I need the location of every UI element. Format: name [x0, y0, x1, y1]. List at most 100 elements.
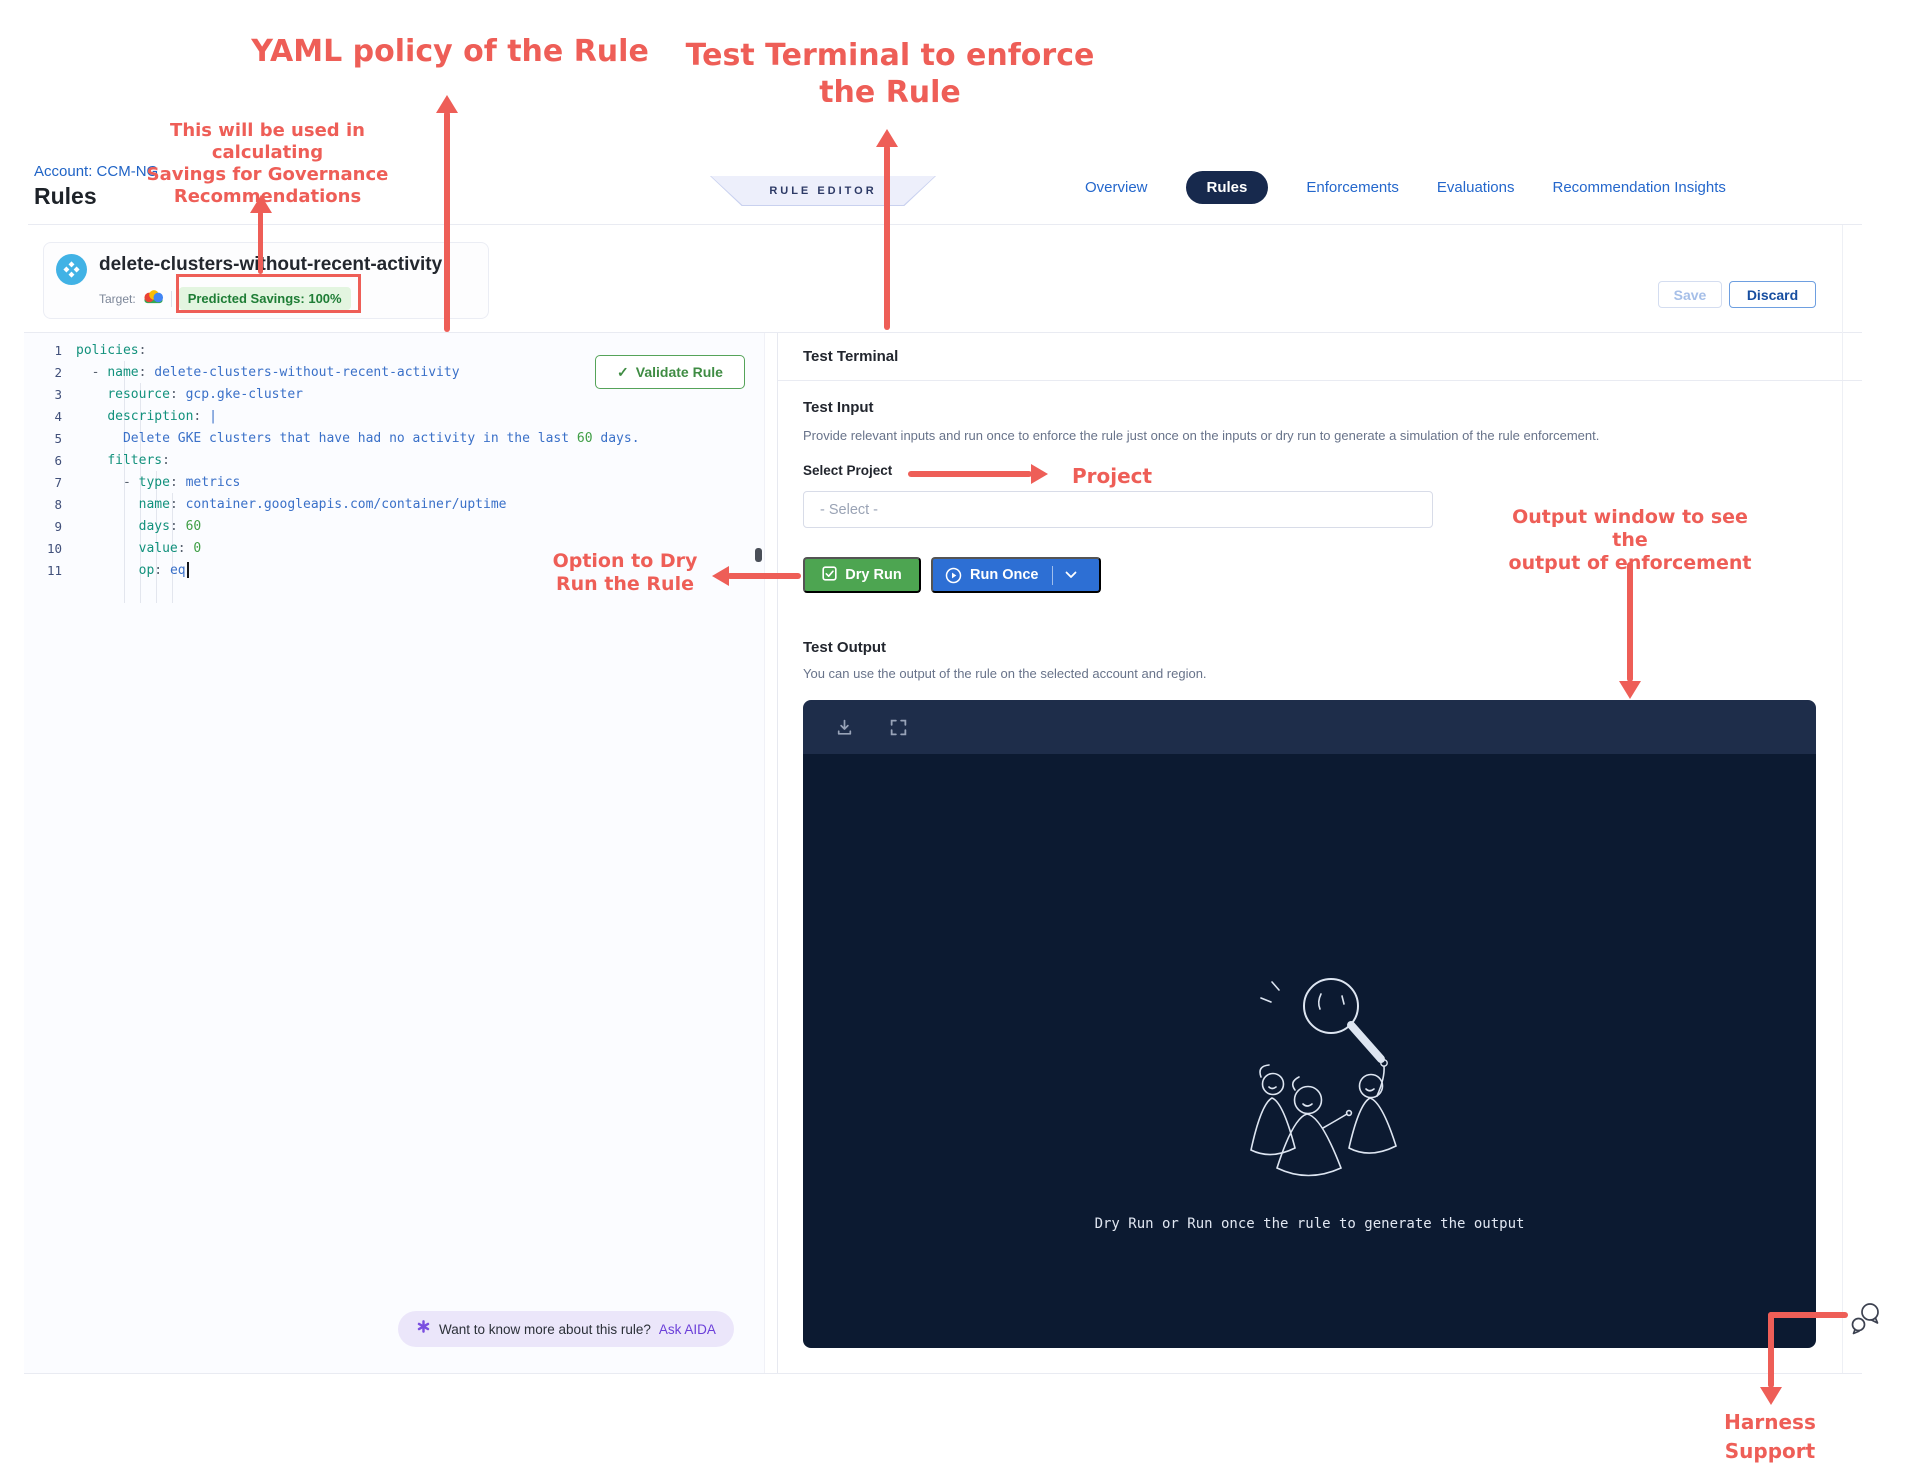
annotation-yaml-policy: YAML policy of the Rule: [251, 34, 649, 69]
indent-guide: [156, 471, 157, 603]
line-number: 1: [54, 342, 62, 358]
fullscreen-icon[interactable]: [885, 714, 911, 740]
savings-annotation-frame: [176, 274, 361, 313]
annotation-arrow: [444, 111, 450, 332]
validate-rule-label: Validate Rule: [635, 364, 723, 380]
code-line: 7 - type: metrics: [24, 471, 764, 493]
annotation-arrow: [258, 211, 263, 274]
annotation-project: Project: [1072, 464, 1153, 488]
test-output-title: Test Output: [803, 639, 887, 656]
yaml-editor[interactable]: 1 policies: 2 - name: delete-clusters-with…: [24, 333, 764, 1373]
project-select[interactable]: - Select -: [803, 491, 1433, 528]
code-area: 1 policies: 2 - name: delete-clusters-with…: [24, 339, 764, 581]
line-number: 5: [54, 430, 62, 446]
download-icon[interactable]: [831, 714, 857, 740]
indent-guide: [124, 361, 125, 603]
annotation-arrowhead: [1619, 681, 1641, 699]
test-terminal-divider: [778, 380, 1862, 381]
annotation-arrowhead: [1031, 464, 1048, 484]
code-line: 2 - name: delete-clusters-without-recent…: [24, 361, 764, 383]
run-once-button[interactable]: Run Once: [931, 557, 1101, 593]
content-bottom-divider: [24, 1373, 1862, 1374]
editor-scrollbar-thumb[interactable]: [755, 548, 762, 562]
panel-divider: [777, 333, 778, 1373]
search-illustration: [1211, 964, 1411, 1194]
annotation-arrow: [1768, 1312, 1848, 1318]
terminal-toolbar: [803, 700, 1816, 754]
test-input-description: Provide relevant inputs and run once to …: [803, 428, 1600, 443]
code-line: 8 name: container.googleapis.com/contain…: [24, 493, 764, 515]
annotation-arrowhead: [1760, 1387, 1782, 1405]
target-row: Target: Predicted Savings: 100%: [99, 287, 351, 310]
annotation-arrow: [727, 573, 801, 579]
annotation-dry-run: Option to Dry Run the Rule: [552, 550, 698, 596]
tab-evaluations[interactable]: Evaluations: [1436, 179, 1515, 196]
content-top-divider: [24, 332, 1862, 333]
code-line: 9 days: 60: [24, 515, 764, 537]
tab-rules[interactable]: Rules: [1185, 171, 1269, 204]
dry-run-label: Dry Run: [845, 567, 902, 583]
discard-button[interactable]: Discard: [1729, 281, 1816, 308]
line-number: 2: [54, 364, 62, 380]
line-number: 10: [46, 540, 62, 556]
annotation-arrowhead: [712, 566, 729, 586]
rule-editor-badge-label: RULE EDITOR: [711, 176, 935, 205]
test-output-terminal: Dry Run or Run once the rule to generate…: [803, 700, 1816, 1348]
dry-run-button[interactable]: Dry Run: [803, 557, 921, 593]
annotation-support: Harness Support: [1724, 1410, 1816, 1463]
annotation-output-window: Output window to see the output of enforc…: [1508, 506, 1752, 575]
tab-enforcements[interactable]: Enforcements: [1306, 179, 1399, 196]
line-number: 6: [54, 452, 62, 468]
line-number: 3: [54, 386, 62, 402]
code-line: 1 policies:: [24, 339, 764, 361]
check-icon: ✓: [617, 363, 629, 380]
page-title: Rules: [34, 183, 97, 209]
indent-guide: [140, 383, 141, 603]
code-line: 5 Delete GKE clusters that have had no a…: [24, 427, 764, 449]
account-breadcrumb: Account: CCM-NG: [34, 163, 159, 180]
save-button[interactable]: Save: [1658, 281, 1722, 308]
ask-aida-link[interactable]: Ask AIDA: [658, 1321, 716, 1337]
chevron-down-icon[interactable]: [1061, 567, 1081, 583]
target-label: Target:: [99, 291, 136, 306]
annotation-arrowhead: [250, 195, 272, 213]
annotation-arrow: [884, 145, 890, 330]
aida-sparkle-icon: [416, 1319, 431, 1339]
line-number: 11: [46, 562, 62, 578]
test-output-description: You can use the output of the rule on th…: [803, 666, 1207, 681]
text-cursor: [186, 562, 189, 578]
annotation-savings-calc: This will be used in calculating Savings …: [146, 120, 389, 207]
tab-recommendation-insights[interactable]: Recommendation Insights: [1552, 179, 1726, 196]
run-once-separator: [1052, 565, 1054, 585]
annotation-arrow: [1627, 562, 1633, 682]
support-chat-icon[interactable]: [1849, 1300, 1883, 1341]
test-terminal-title: Test Terminal: [803, 348, 899, 365]
annotation-arrow: [1768, 1312, 1774, 1388]
run-once-label: Run Once: [970, 567, 1039, 583]
rule-editor-badge: RULE EDITOR: [710, 176, 936, 206]
aida-question: Want to know more about this rule?: [439, 1321, 651, 1337]
code-line: 6 filters:: [24, 449, 764, 471]
play-circle-icon: [945, 567, 962, 584]
annotation-arrowhead: [436, 95, 458, 113]
rule-title: delete-clusters-without-recent-activity: [99, 254, 443, 275]
editor-right-border: [764, 333, 765, 1373]
predicted-savings-badge: Predicted Savings: 100%: [178, 287, 351, 310]
header-divider: [28, 224, 1862, 225]
validate-rule-button[interactable]: ✓ Validate Rule: [595, 355, 745, 389]
gcp-cloud-icon: [143, 289, 164, 309]
code-line: 4 description: |: [24, 405, 764, 427]
code-line: 11 op: eq: [24, 559, 764, 581]
project-select-placeholder: - Select -: [820, 501, 879, 518]
rule-card: delete-clusters-without-recent-activity …: [43, 242, 489, 319]
tab-overview[interactable]: Overview: [1085, 179, 1148, 196]
line-number: 4: [54, 408, 62, 424]
line-number: 8: [54, 496, 62, 512]
indent-guide: [172, 493, 173, 603]
code-line: 10 value: 0: [24, 537, 764, 559]
select-project-label: Select Project: [803, 463, 893, 478]
terminal-empty-message: Dry Run or Run once the rule to generate…: [1094, 1216, 1525, 1232]
page-right-border: [1842, 225, 1843, 1373]
annotation-arrow: [908, 471, 1032, 477]
